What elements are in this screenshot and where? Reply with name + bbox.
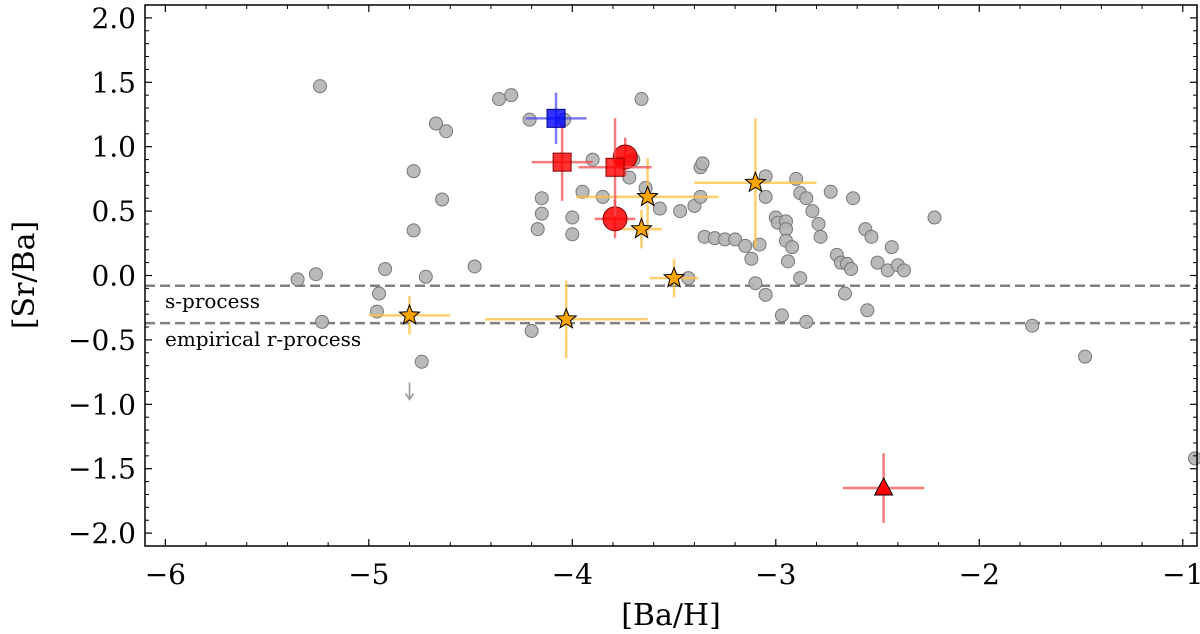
literature-point — [439, 124, 454, 139]
data-points — [290, 79, 1200, 523]
literature-point — [860, 303, 875, 318]
literature-point — [406, 223, 421, 238]
x-tick-label: −1 — [1162, 558, 1200, 591]
literature-point — [837, 286, 852, 301]
y-tick-label: −2.0 — [68, 517, 136, 550]
literature-point — [522, 112, 537, 127]
literature-point — [530, 222, 545, 237]
orange-star-marker — [662, 266, 686, 288]
literature-point — [884, 240, 899, 255]
literature-point — [378, 262, 393, 277]
empirical-r-process-label: empirical r-process — [165, 327, 361, 351]
literature-point — [823, 184, 838, 199]
orange-star-marker — [398, 303, 421, 326]
y-tick-label: −0.5 — [68, 324, 136, 357]
literature-point — [744, 251, 759, 266]
literature-point — [418, 269, 433, 284]
plot-frame — [144, 4, 1198, 547]
y-tick-label: 0.0 — [91, 260, 136, 293]
axis-ticks: −6 −5 −4 −3 −2 −1 2.0 1.5 1.0 0.5 0.0 −0.5 −1.0 −1.5 −… — [68, 2, 1200, 591]
x-tick-label: −2 — [959, 558, 1000, 591]
literature-point — [793, 271, 808, 286]
orange-star-marker — [554, 307, 578, 329]
literature-point — [896, 263, 911, 278]
literature-point — [813, 229, 828, 244]
literature-point — [778, 222, 793, 237]
literature-point — [634, 92, 649, 107]
literature-point — [534, 206, 549, 221]
literature-point — [864, 229, 879, 244]
literature-point — [927, 210, 942, 225]
literature-point — [290, 272, 305, 287]
x-tick-label: −4 — [552, 558, 593, 591]
literature-point — [406, 164, 421, 179]
literature-point — [372, 286, 387, 301]
literature-point — [844, 262, 859, 277]
literature-point — [799, 191, 814, 206]
literature-point — [774, 308, 789, 323]
literature-point — [435, 192, 450, 207]
literature-point — [673, 204, 688, 219]
blue-square-marker — [546, 108, 566, 128]
red-square-marker — [552, 152, 572, 172]
x-tick-label: −3 — [755, 558, 796, 591]
reference-line-labels: s-process empirical r-process — [165, 289, 361, 351]
literature-point — [308, 267, 323, 282]
literature-point — [315, 314, 330, 329]
y-tick-label: −1.0 — [68, 388, 136, 421]
y-axis-title: [Sr/Ba] — [7, 221, 42, 329]
literature-point — [758, 189, 773, 204]
literature-point — [846, 191, 861, 206]
upper-limit-arrow — [404, 382, 415, 401]
y-tick-label: 1.5 — [91, 66, 136, 99]
literature-point — [1025, 318, 1040, 333]
literature-point — [738, 238, 753, 253]
literature-point — [534, 191, 549, 206]
literature-point — [565, 210, 580, 225]
literature-point — [565, 227, 580, 242]
red-triangle-marker — [873, 476, 894, 496]
literature-point — [1078, 349, 1093, 364]
y-tick-label: 0.5 — [91, 195, 136, 228]
literature-point — [781, 254, 796, 269]
literature-point — [428, 116, 443, 131]
x-tick-label: −6 — [145, 558, 186, 591]
literature-point — [1187, 451, 1200, 466]
literature-point — [799, 314, 814, 329]
reference-lines — [145, 284, 1197, 325]
literature-point — [467, 259, 482, 274]
literature-point — [414, 354, 429, 369]
literature-point — [785, 240, 800, 255]
orange-star-marker — [636, 184, 659, 207]
literature-point — [748, 276, 763, 291]
x-axis-title: [Ba/H] — [621, 598, 721, 633]
literature-point — [504, 88, 519, 103]
literature-point — [728, 232, 743, 247]
literature-point — [811, 216, 826, 231]
literature-point — [585, 152, 600, 167]
orange-star-marker — [630, 217, 653, 239]
literature-point — [805, 204, 820, 219]
y-tick-label: 2.0 — [91, 2, 136, 35]
literature-point — [695, 156, 710, 171]
literature-point — [652, 201, 667, 216]
orange-star-marker — [744, 170, 767, 193]
y-tick-label: −1.5 — [68, 453, 136, 486]
literature-point — [575, 184, 590, 199]
s-process-label: s-process — [165, 289, 260, 313]
literature-point — [870, 255, 885, 270]
red-square-marker — [605, 157, 625, 177]
x-tick-label: −5 — [348, 558, 389, 591]
literature-point — [492, 92, 507, 107]
y-tick-label: 1.0 — [91, 131, 136, 164]
literature-point — [312, 79, 327, 94]
literature-point — [758, 287, 773, 302]
literature-point — [524, 323, 539, 338]
